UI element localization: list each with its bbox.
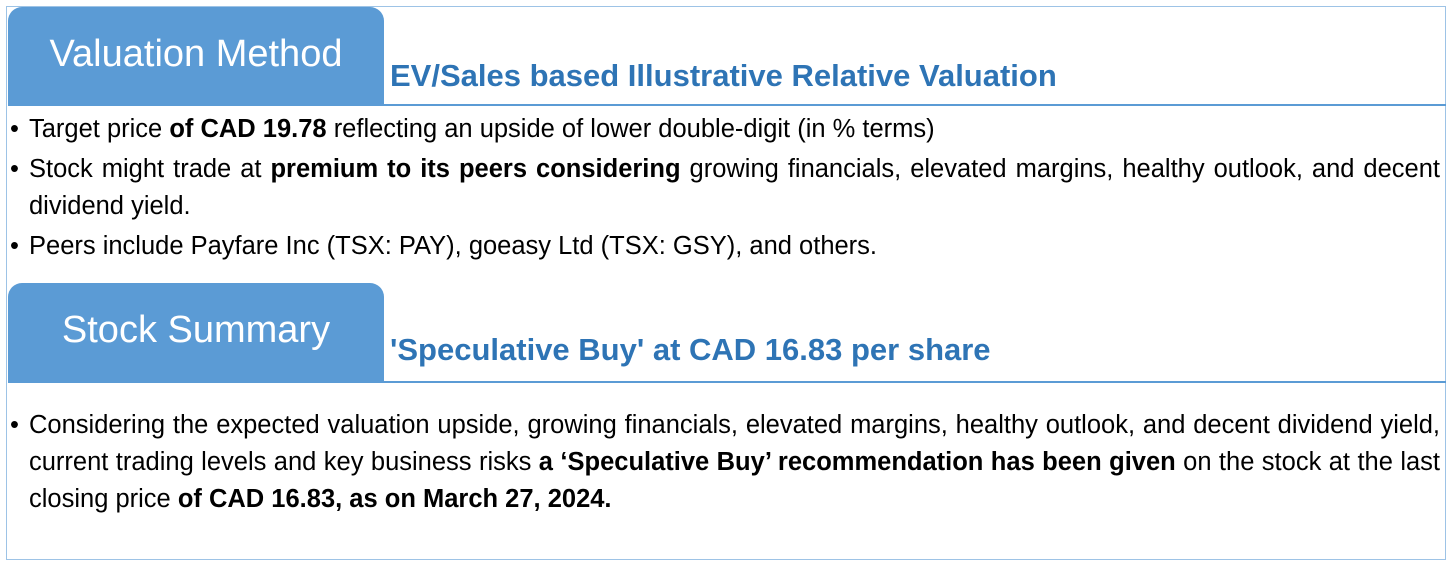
section-divider [8, 104, 1446, 106]
valuation-bullet-list: Target price of CAD 19.78 reflecting an … [10, 111, 1440, 268]
stock-summary-tab: Stock Summary [8, 283, 384, 381]
valuation-method-label: Valuation Method [49, 32, 343, 75]
section-divider [8, 381, 1446, 383]
list-item: Stock might trade at premium to its peer… [10, 151, 1440, 225]
valuation-method-tab: Valuation Method [8, 7, 384, 105]
summary-subtitle: 'Speculative Buy' at CAD 16.83 per share [390, 332, 991, 367]
list-item: Considering the expected valuation upsid… [10, 407, 1440, 518]
stock-summary-label: Stock Summary [61, 308, 331, 351]
list-item: Target price of CAD 19.78 reflecting an … [10, 111, 1440, 148]
summary-bullet-list: Considering the expected valuation upsid… [10, 407, 1440, 521]
list-item: Peers include Payfare Inc (TSX: PAY), go… [10, 228, 1440, 265]
valuation-subtitle: EV/Sales based Illustrative Relative Val… [390, 58, 1057, 93]
content-frame [6, 6, 1446, 560]
